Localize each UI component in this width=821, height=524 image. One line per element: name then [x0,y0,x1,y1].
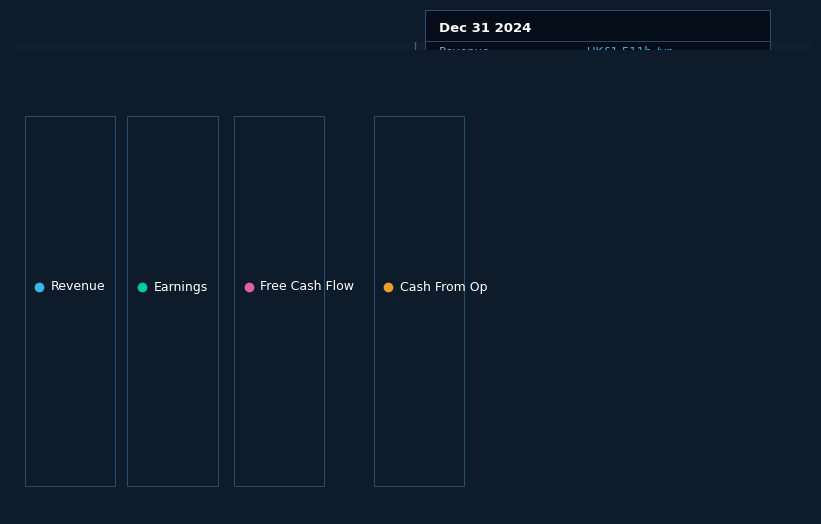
Text: Revenue: Revenue [51,280,106,293]
Text: UK£1.511b /yr: UK£1.511b /yr [587,46,672,59]
Text: UK£25.400m /yr: UK£25.400m /yr [587,68,683,81]
Text: Free Cash Flow: Free Cash Flow [438,89,527,102]
Text: Earnings: Earnings [438,68,490,81]
Text: UK£0: UK£0 [21,395,54,408]
Text: Cash From Op: Cash From Op [400,280,488,293]
Text: UK£2b: UK£2b [21,59,62,72]
Text: Dec 31 2024: Dec 31 2024 [438,22,531,35]
Text: Free Cash Flow: Free Cash Flow [260,280,354,293]
Text: Earnings: Earnings [154,280,208,293]
Text: Revenue: Revenue [438,46,490,59]
Text: UK£123.600m /yr: UK£123.600m /yr [587,89,690,102]
Text: -UK£200m: -UK£200m [21,429,87,442]
Text: UK£235.700m /yr: UK£235.700m /yr [587,111,690,124]
Text: Analysts Forecasts: Analysts Forecasts [427,136,550,149]
Text: Cash From Op: Cash From Op [438,111,521,124]
Text: Past: Past [370,136,402,149]
